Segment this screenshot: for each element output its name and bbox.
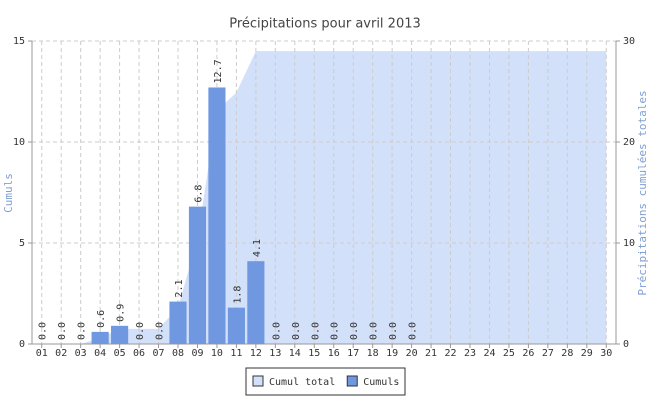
chart-title: Précipitations pour avril 2013 <box>229 17 421 32</box>
x-tick-label: 08 <box>172 348 184 359</box>
x-tick-label: 28 <box>561 348 573 359</box>
x-tick-label: 01 <box>36 348 48 359</box>
x-tick-label: 06 <box>133 348 145 359</box>
x-tick-label: 03 <box>75 348 87 359</box>
value-label: 0.0 <box>38 322 49 340</box>
value-label: 0.0 <box>271 322 282 340</box>
value-label: 12.7 <box>213 59 224 83</box>
x-tick-label: 22 <box>445 348 457 359</box>
y2-tick-label: 10 <box>623 238 635 249</box>
y2-tick-label: 30 <box>623 36 635 47</box>
value-label: 0.0 <box>349 322 360 340</box>
x-tick-label: 02 <box>55 348 67 359</box>
x-tick-label: 14 <box>289 348 301 359</box>
bar <box>91 331 109 344</box>
x-tick-label: 20 <box>406 348 418 359</box>
legend-swatch <box>252 375 264 387</box>
y-tick-label: 15 <box>13 36 25 47</box>
legend-label: Cumuls <box>363 377 399 388</box>
value-label: 1.8 <box>232 286 243 304</box>
value-label: 2.1 <box>174 280 185 298</box>
bar <box>227 307 245 344</box>
x-tick-label: 07 <box>153 348 165 359</box>
x-tick-label: 15 <box>308 348 320 359</box>
x-tick-label: 13 <box>269 348 281 359</box>
x-tick-label: 27 <box>542 348 554 359</box>
x-tick-label: 16 <box>328 348 340 359</box>
x-tick-label: 12 <box>250 348 262 359</box>
value-label: 6.8 <box>193 185 204 203</box>
x-tick-label: 11 <box>230 348 242 359</box>
legend-box <box>245 367 406 396</box>
value-label: 0.0 <box>135 322 146 340</box>
cumulative-area <box>41 51 607 344</box>
x-tick-label: 21 <box>425 348 437 359</box>
x-tick-label: 09 <box>191 348 203 359</box>
bar <box>169 301 187 344</box>
x-tick-label: 23 <box>464 348 476 359</box>
value-label: 0.9 <box>116 304 127 322</box>
value-label: 0.0 <box>388 322 399 340</box>
y2-tick-label: 20 <box>623 137 635 148</box>
bar <box>247 261 265 344</box>
value-label: 0.0 <box>408 322 419 340</box>
y-tick-label: 10 <box>13 137 25 148</box>
legend-swatch <box>346 375 358 387</box>
x-tick-label: 18 <box>367 348 379 359</box>
x-tick-label: 19 <box>386 348 398 359</box>
value-label: 0.0 <box>291 322 302 340</box>
value-label: 0.6 <box>96 310 107 328</box>
value-label: 0.0 <box>369 322 380 340</box>
x-tick-label: 26 <box>522 348 534 359</box>
value-label: 0.0 <box>155 322 166 340</box>
x-tick-label: 25 <box>503 348 515 359</box>
value-label: 0.0 <box>310 322 321 340</box>
value-label: 0.0 <box>57 322 68 340</box>
value-label: 4.1 <box>252 239 263 257</box>
y2-axis-label: Précipitations cumulées totales <box>636 90 649 295</box>
y-tick-label: 5 <box>19 238 25 249</box>
x-tick-label: 30 <box>600 348 612 359</box>
y-tick-label: 0 <box>19 339 25 350</box>
x-tick-label: 24 <box>483 348 495 359</box>
bar <box>111 325 129 344</box>
y-axis-label: Cumuls <box>2 173 15 213</box>
value-label: 0.0 <box>330 322 341 340</box>
x-tick-label: 10 <box>211 348 223 359</box>
bar <box>208 87 226 345</box>
x-tick-label: 17 <box>347 348 359 359</box>
y2-tick-label: 0 <box>623 339 629 350</box>
x-tick-label: 05 <box>114 348 126 359</box>
x-tick-label: 29 <box>581 348 593 359</box>
legend-label: Cumul total <box>269 377 335 388</box>
value-label: 0.0 <box>77 322 88 340</box>
x-tick-label: 04 <box>94 348 106 359</box>
bar <box>188 206 207 344</box>
